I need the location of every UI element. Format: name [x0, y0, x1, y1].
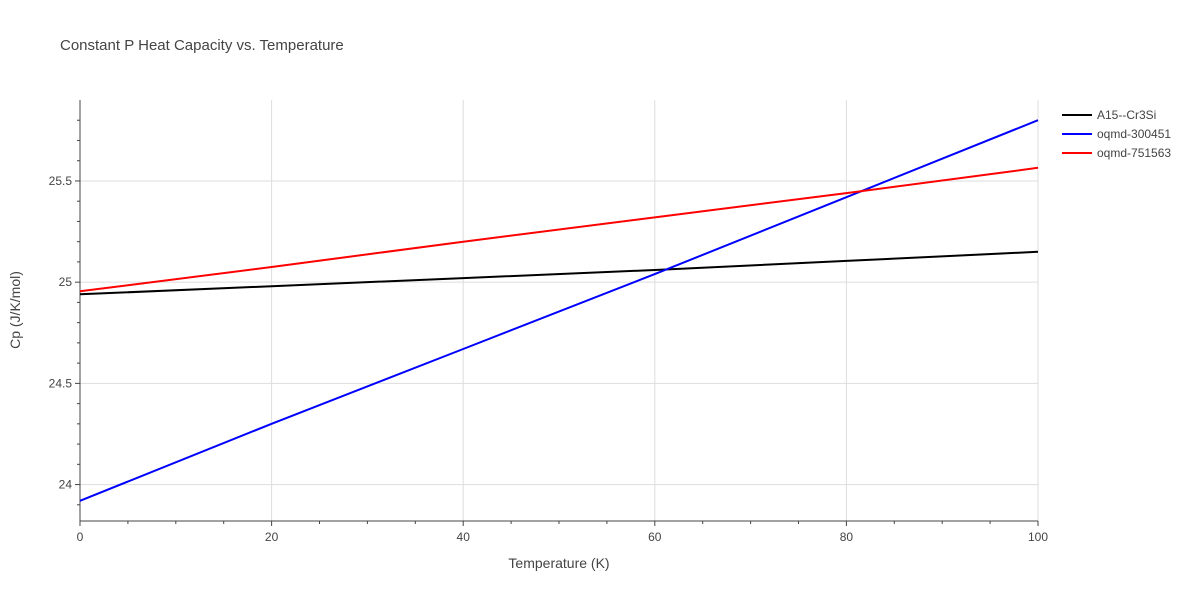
chart-title: Constant P Heat Capacity vs. Temperature — [60, 37, 344, 54]
y-tick-label: 24.5 — [49, 376, 73, 390]
legend-label: oqmd-751563 — [1097, 146, 1171, 160]
y-axis-title: Cp (J/K/mol) — [7, 271, 23, 349]
axes-layer: 0 20 40 60 80 100 24 24.5 25 25.5 — [49, 100, 1048, 544]
x-tick-label: 20 — [265, 530, 279, 544]
series-line — [79, 250, 1039, 296]
series-line — [79, 166, 1039, 293]
x-tick-label: 0 — [77, 530, 84, 544]
x-tick-label: 80 — [840, 530, 854, 544]
grid-layer — [80, 100, 1039, 521]
legend-label: A15--Cr3Si — [1097, 108, 1156, 122]
legend-label: oqmd-300451 — [1097, 127, 1171, 141]
y-tick-label: 24 — [59, 478, 73, 492]
x-axis-title: Temperature (K) — [508, 555, 609, 571]
y-tick-label: 25.5 — [49, 174, 73, 188]
x-tick-label: 60 — [648, 530, 662, 544]
series-line — [79, 119, 1039, 502]
legend: A15--Cr3Si oqmd-300451 oqmd-751563 — [1062, 108, 1171, 160]
series-layer — [79, 119, 1039, 502]
x-tick-label: 40 — [457, 530, 471, 544]
y-tick-label: 25 — [59, 275, 73, 289]
x-tick-label: 100 — [1028, 530, 1048, 544]
